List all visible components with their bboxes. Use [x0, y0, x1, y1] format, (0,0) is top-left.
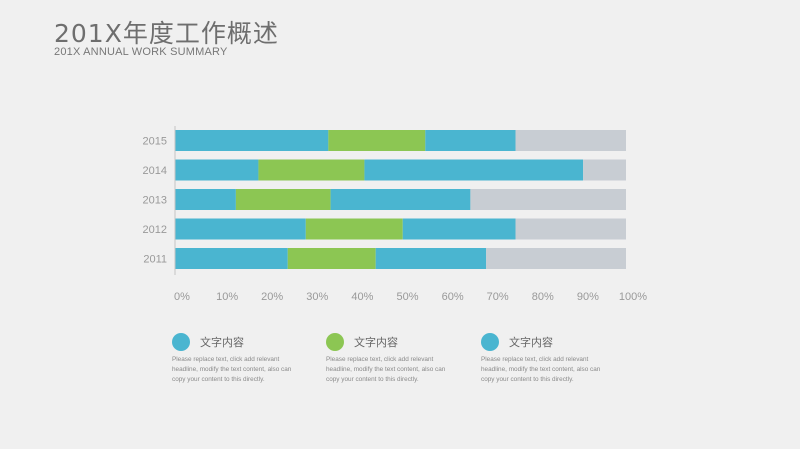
x-tick-label: 70%: [487, 291, 509, 303]
legend-title: 文字内容: [200, 336, 244, 349]
y-tick-label: 2014: [143, 165, 167, 177]
bar-segment-2014-1: [175, 159, 259, 181]
bar-segment-2013-1: [175, 189, 236, 210]
legend-title: 文字内容: [509, 336, 553, 349]
bar-segment-2011-2: [287, 248, 376, 269]
bar-segment-2011-4: [486, 248, 626, 269]
legend-description: Please replace text, click add relevant …: [172, 356, 292, 383]
teal-circle-icon: [172, 333, 190, 351]
page-subtitle: 201X ANNUAL WORK SUMMARY: [54, 46, 228, 58]
bar-segment-2015-3: [425, 130, 516, 151]
x-tick-label: 40%: [351, 291, 373, 303]
legend-description: Please replace text, click add relevant …: [481, 356, 601, 383]
bar-segment-2014-4: [583, 159, 626, 181]
bar-segment-2012-3: [402, 218, 516, 240]
bar-segment-2015-2: [328, 130, 426, 151]
bar-segment-2011-3: [375, 248, 487, 269]
legend-description: Please replace text, click add relevant …: [326, 356, 446, 383]
bar-segment-2015-4: [515, 130, 626, 151]
x-tick-label: 0%: [174, 291, 190, 303]
x-tick-label: 50%: [396, 291, 418, 303]
bar-segment-2014-3: [364, 159, 584, 181]
bar-segment-2012-4: [515, 218, 626, 240]
legend-title: 文字内容: [354, 336, 398, 349]
y-tick-label: 2011: [143, 254, 167, 266]
bar-segment-2015-1: [175, 130, 329, 151]
x-tick-label: 20%: [261, 291, 283, 303]
bar-segment-2012-1: [175, 218, 306, 240]
x-tick-label: 10%: [216, 291, 238, 303]
x-tick-label: 80%: [532, 291, 554, 303]
bar-segment-2012-2: [305, 218, 403, 240]
x-tick-label: 100%: [619, 291, 647, 303]
green-circle-icon: [326, 333, 344, 351]
bar-segment-2013-2: [235, 189, 331, 210]
page-title: 201X年度工作概述: [54, 19, 279, 48]
x-tick-label: 30%: [306, 291, 328, 303]
y-tick-label: 2013: [143, 195, 167, 207]
y-tick-label: 2012: [143, 224, 167, 236]
teal-circle-icon: [481, 333, 499, 351]
x-tick-label: 60%: [442, 291, 464, 303]
bar-segment-2013-4: [470, 189, 626, 210]
bar-segment-2011-1: [175, 248, 288, 269]
bar-segment-2014-2: [258, 159, 365, 181]
y-tick-label: 2015: [143, 136, 167, 148]
x-tick-label: 90%: [577, 291, 599, 303]
bar-segment-2013-3: [330, 189, 471, 210]
